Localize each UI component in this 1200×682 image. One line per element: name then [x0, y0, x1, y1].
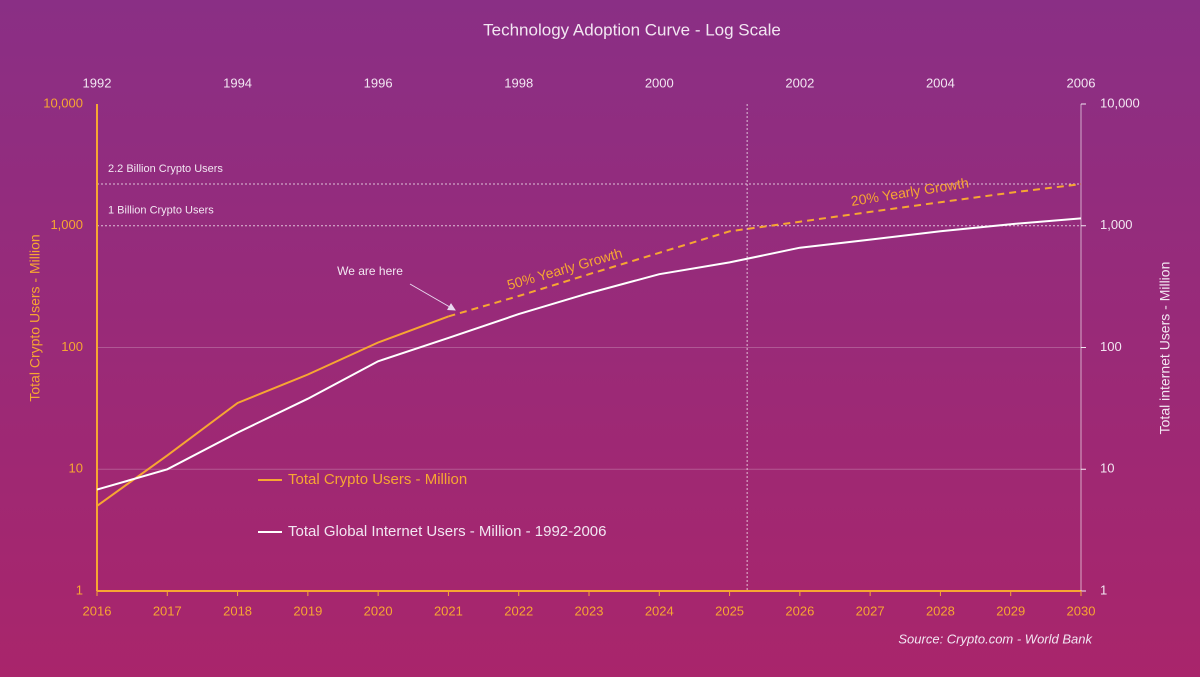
x-tick-label: 2020: [364, 603, 393, 618]
y2-tick-label: 10,000: [1100, 95, 1140, 110]
x2-tick-label: 1994: [223, 75, 252, 90]
x-tick-label: 2019: [293, 603, 322, 618]
series-line: [96, 217, 1082, 491]
x-tick-label: 2021: [434, 603, 463, 618]
x-tick-label: 2023: [575, 603, 604, 618]
y-tick-label: 10,000: [43, 95, 83, 110]
x-tick-label: 2029: [996, 603, 1025, 618]
y2-tick-label: 10: [1100, 461, 1114, 476]
y-tick-label: 100: [61, 339, 83, 354]
x-tick-label: 2016: [83, 603, 112, 618]
series-line: [96, 315, 449, 507]
y-tick-label: 1: [76, 582, 83, 597]
y-tick-label: 10: [69, 461, 83, 476]
x-tick-label: 2025: [715, 603, 744, 618]
reference-label: 1 Billion Crypto Users: [108, 205, 214, 217]
chart-title: Technology Adoption Curve - Log Scale: [483, 20, 781, 39]
source: Source: Crypto.com - World Bank: [898, 631, 1093, 646]
projection-line: [448, 183, 1082, 318]
legend-label: Total Crypto Users - Million: [288, 471, 467, 488]
x2-tick-label: 2006: [1067, 75, 1096, 90]
annotation: We are here: [337, 264, 403, 278]
y2-tick-label: 100: [1100, 339, 1122, 354]
legend-label: Total Global Internet Users - Million - …: [288, 523, 607, 540]
x2-tick-label: 1996: [364, 75, 393, 90]
y-axis-label: Total Crypto Users - Million: [27, 234, 43, 401]
x-tick-label: 2018: [223, 603, 252, 618]
x-tick-label: 2017: [153, 603, 182, 618]
x-tick-label: 2028: [926, 603, 955, 618]
x-tick-label: 2022: [504, 603, 533, 618]
x-tick-label: 2027: [856, 603, 885, 618]
x2-tick-label: 2000: [645, 75, 674, 90]
annotation-arrow: [409, 283, 456, 311]
x-tick-label: 2026: [785, 603, 814, 618]
x2-tick-label: 1992: [83, 75, 112, 90]
y2-tick-label: 1: [1100, 582, 1107, 597]
x2-tick-label: 2002: [785, 75, 814, 90]
x2-tick-label: 2004: [926, 75, 955, 90]
reference-label: 2.2 Billion Crypto Users: [108, 163, 223, 175]
y-tick-label: 1,000: [50, 217, 83, 232]
y2-tick-label: 1,000: [1100, 217, 1133, 232]
x-tick-label: 2030: [1067, 603, 1096, 618]
x-tick-label: 2024: [645, 603, 674, 618]
x2-tick-label: 1998: [504, 75, 533, 90]
y2-axis-label: Total internet Users - Million: [1157, 262, 1173, 435]
